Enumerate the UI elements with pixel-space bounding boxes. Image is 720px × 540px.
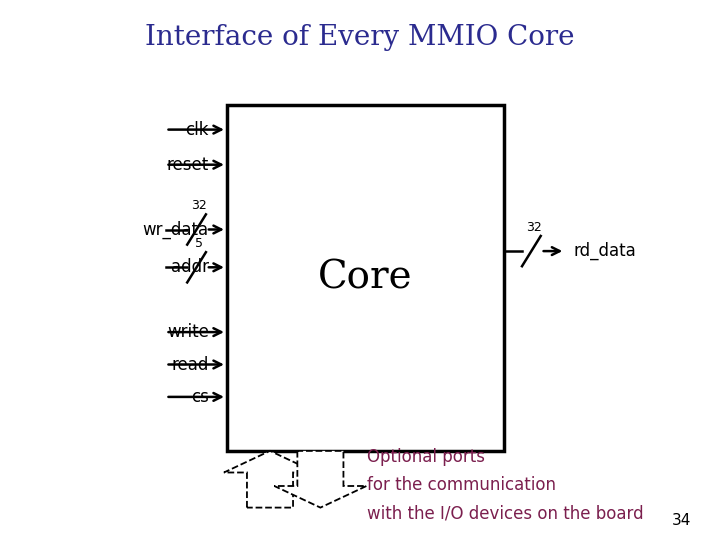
Text: Core: Core <box>318 260 413 296</box>
Text: wr_data: wr_data <box>143 220 209 239</box>
Polygon shape <box>274 451 366 508</box>
Text: Optional ports: Optional ports <box>367 448 485 466</box>
Text: with the I/O devices on the board: with the I/O devices on the board <box>367 504 644 522</box>
Polygon shape <box>224 451 316 508</box>
Text: 32: 32 <box>191 199 207 212</box>
Text: clk: clk <box>185 120 209 139</box>
Text: reset: reset <box>166 156 209 174</box>
Text: Interface of Every MMIO Core: Interface of Every MMIO Core <box>145 24 575 51</box>
Text: 5: 5 <box>194 237 203 250</box>
Text: write: write <box>167 323 209 341</box>
Text: addr: addr <box>171 258 209 276</box>
Text: 32: 32 <box>526 221 541 234</box>
Bar <box>227 105 504 451</box>
Text: for the communication: for the communication <box>367 476 557 494</box>
Text: rd_data: rd_data <box>574 242 636 260</box>
Text: cs: cs <box>191 388 209 406</box>
Text: 34: 34 <box>672 513 691 528</box>
Text: read: read <box>171 355 209 374</box>
